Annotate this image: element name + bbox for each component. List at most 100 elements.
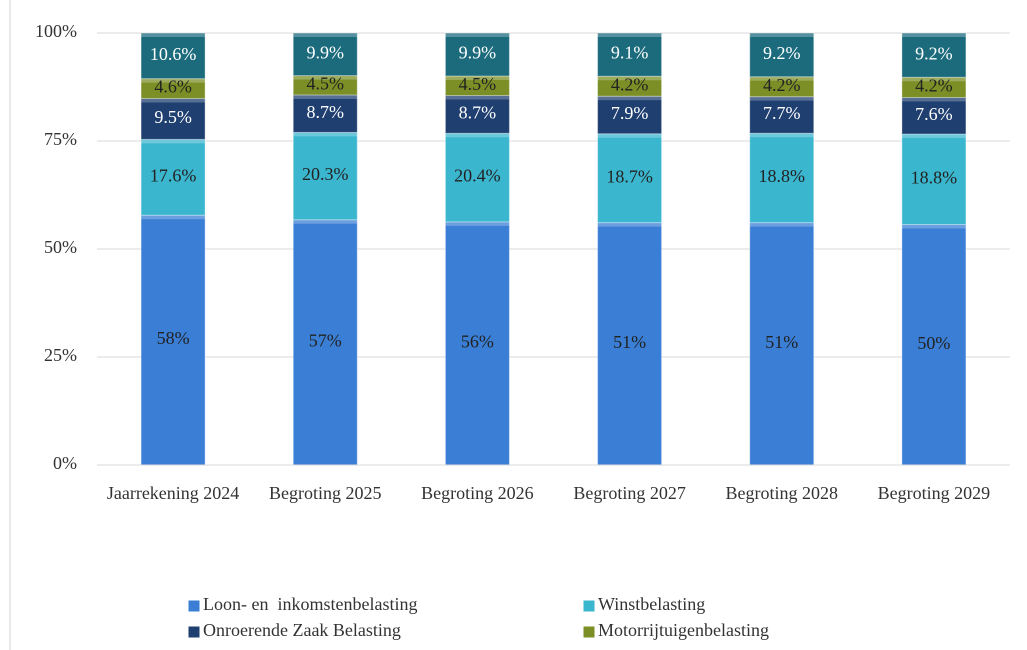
bar-highlight — [749, 76, 814, 81]
bar-segment — [597, 95, 663, 135]
bar-highlight — [597, 133, 662, 138]
y-tick-label: 100% — [35, 21, 77, 41]
bar-highlight — [445, 221, 510, 226]
data-label: 9.9% — [307, 42, 345, 62]
legend-swatch — [187, 599, 201, 613]
bar-segment — [292, 94, 358, 133]
data-label: 9.2% — [763, 43, 801, 63]
data-label: 4.5% — [307, 73, 345, 93]
bar-segment — [292, 219, 358, 466]
x-tick-label: Begroting 2026 — [421, 483, 534, 503]
bar-highlight — [293, 94, 358, 99]
bar-highlight — [141, 98, 206, 103]
bar-segment — [901, 223, 967, 466]
bar-highlight — [749, 96, 814, 101]
data-label: 4.2% — [915, 75, 953, 95]
legend-label: Onroerende Zaak Belasting — [203, 620, 401, 640]
bar-highlight — [901, 224, 966, 229]
y-tick-label: 75% — [44, 129, 77, 149]
bar-segment — [749, 32, 815, 78]
data-label: 4.6% — [154, 77, 192, 97]
bar-highlight — [749, 133, 814, 138]
legend-swatch — [187, 625, 201, 639]
bar-highlight — [293, 33, 358, 37]
legend-swatch — [582, 625, 596, 639]
bar-segment — [140, 32, 206, 80]
bar-segment — [749, 132, 815, 224]
bar-highlight — [293, 219, 358, 224]
x-tick-label: Begroting 2029 — [877, 483, 991, 503]
y-tick-label: 50% — [44, 237, 77, 257]
y-tick-label: 25% — [44, 345, 77, 365]
legend-label: Loon- en inkomstenbelasting — [203, 594, 417, 614]
data-label: 9.2% — [915, 43, 953, 63]
data-label: 8.7% — [307, 102, 345, 122]
bar-segment — [597, 32, 663, 77]
data-label: 4.2% — [611, 74, 649, 94]
bar-highlight — [445, 75, 510, 80]
bar-highlight — [901, 97, 966, 102]
y-tick-label: 0% — [53, 453, 77, 473]
data-label: 20.3% — [302, 164, 349, 184]
data-label: 9.1% — [611, 43, 649, 63]
bar-segment — [140, 78, 206, 99]
bar-segment — [444, 132, 510, 223]
data-label: 20.4% — [454, 166, 501, 186]
data-label: 4.5% — [459, 74, 497, 94]
bar-segment — [140, 97, 206, 140]
bar-highlight — [597, 33, 662, 37]
bar-highlight — [901, 77, 966, 82]
bar-highlight — [445, 33, 510, 37]
data-label: 7.9% — [611, 103, 649, 123]
legend-swatch — [582, 599, 596, 613]
x-tick-label: Jaarrekening 2024 — [106, 483, 240, 503]
bar-segment — [901, 96, 967, 135]
bar-segment — [749, 96, 815, 134]
data-label: 7.7% — [763, 103, 801, 123]
bar-segment — [292, 32, 358, 77]
x-tick-label: Begroting 2028 — [725, 483, 839, 503]
bar-highlight — [141, 33, 206, 37]
bar-segment — [901, 76, 967, 98]
bar-highlight — [749, 222, 814, 227]
bar-highlight — [445, 133, 510, 138]
data-label: 57% — [309, 330, 342, 350]
bar-highlight — [597, 222, 662, 227]
bar-highlight — [901, 134, 966, 139]
bar-segment — [749, 222, 815, 466]
bar-highlight — [445, 95, 510, 100]
bar-highlight — [749, 33, 814, 37]
x-tick-label: Begroting 2027 — [573, 483, 686, 503]
data-label: 56% — [461, 332, 494, 352]
bar-highlight — [293, 75, 358, 80]
bar-highlight — [293, 132, 358, 137]
data-label: 8.7% — [459, 103, 497, 123]
x-tick-label: Begroting 2025 — [269, 483, 382, 503]
data-label: 4.2% — [763, 75, 801, 95]
bar-highlight — [901, 33, 966, 37]
data-label: 17.6% — [150, 165, 197, 185]
data-label: 10.6% — [150, 44, 197, 64]
bar-highlight — [141, 139, 206, 144]
data-label: 51% — [613, 332, 646, 352]
data-label: 58% — [157, 328, 190, 348]
data-label: 18.8% — [759, 166, 806, 186]
bar-segment — [597, 222, 663, 466]
bar-highlight — [141, 78, 206, 83]
bar-segment — [597, 133, 663, 224]
data-label: 9.5% — [154, 107, 192, 127]
bar-segment — [444, 95, 510, 134]
bar-highlight — [141, 215, 206, 220]
legend-label: Winstbelasting — [598, 594, 705, 614]
data-label: 51% — [765, 332, 798, 352]
bar-segment — [444, 32, 510, 77]
bar-segment — [140, 138, 206, 216]
bar-segment — [901, 32, 967, 78]
data-label: 7.6% — [915, 104, 953, 124]
legend-label: Motorrijtuigenbelasting — [598, 620, 769, 640]
bar-highlight — [597, 76, 662, 81]
data-label: 18.7% — [606, 166, 653, 186]
bar-highlight — [597, 96, 662, 101]
